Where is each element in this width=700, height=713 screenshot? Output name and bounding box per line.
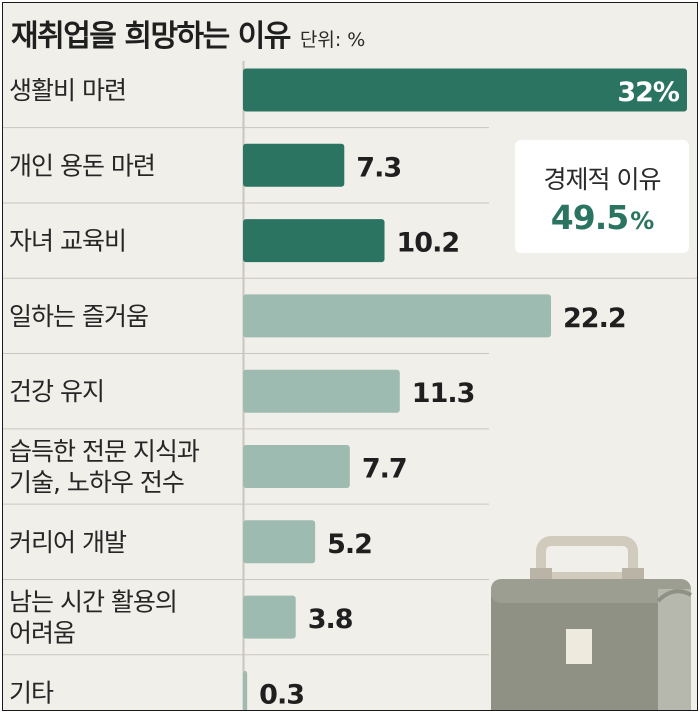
economic-reason-callout: 경제적 이유 49.5% xyxy=(515,140,689,253)
value-label: 3.8 xyxy=(308,604,353,635)
value-label: 0.3 xyxy=(259,679,304,710)
bar xyxy=(243,369,400,413)
category-label: 기타 xyxy=(9,678,54,707)
value-label: 5.2 xyxy=(327,529,372,560)
category-label: 남는 시간 활용의 어려움 xyxy=(9,588,177,648)
briefcase-icon xyxy=(491,536,693,710)
category-label: 자녀 교육비 xyxy=(9,227,126,256)
value-label: 22.2 xyxy=(563,303,626,334)
unit-label: 단위: % xyxy=(299,29,366,51)
callout-percent-sign: % xyxy=(630,207,654,235)
value-label: 7.3 xyxy=(356,152,401,183)
value-label: 32% xyxy=(617,77,680,108)
callout-value: 49.5 xyxy=(550,198,629,237)
category-label: 커리어 개발 xyxy=(9,528,127,557)
bar xyxy=(243,219,385,263)
bar-chart: 생활비 마련 32% 개인 용돈 마련 7.3 자녀 교육비 10.2 일하는 즐거움 22.… xyxy=(3,61,697,710)
title-row: 재취업을 희망하는 이유 단위: % xyxy=(11,11,366,54)
value-label: 7.7 xyxy=(362,454,407,485)
bar xyxy=(243,520,316,564)
bar xyxy=(243,595,296,639)
category-label: 개인 용돈 마련 xyxy=(9,151,155,180)
chart-title: 재취업을 희망하는 이유 xyxy=(11,19,291,54)
category-label: 건강 유지 xyxy=(9,377,104,406)
bar xyxy=(243,294,552,338)
category-label: 습득한 전문 지식과 기술, 노하우 전수 xyxy=(9,437,200,497)
category-label: 생활비 마련 xyxy=(9,76,126,105)
bar xyxy=(243,68,687,112)
bar xyxy=(243,670,248,710)
callout-value-line: 49.5% xyxy=(515,198,689,237)
value-label: 10.2 xyxy=(397,228,460,259)
callout-label: 경제적 이유 xyxy=(543,165,662,194)
category-label: 일하는 즐거움 xyxy=(9,302,148,331)
bar xyxy=(243,445,350,488)
value-label: 11.3 xyxy=(412,378,475,409)
bar xyxy=(243,143,345,187)
